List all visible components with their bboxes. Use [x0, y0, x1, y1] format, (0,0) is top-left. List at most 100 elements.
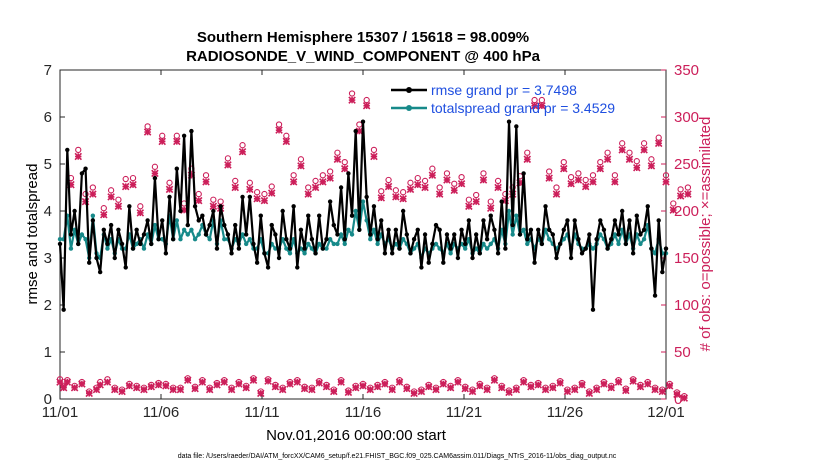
rmse-point	[481, 218, 486, 223]
rmse-point	[192, 204, 198, 209]
rmse-point	[163, 251, 169, 256]
totalspread-point	[616, 241, 621, 247]
rmse-point	[207, 222, 212, 228]
obs-assimilated-point	[534, 381, 542, 389]
totalspread-point	[546, 237, 552, 242]
obs-assimilated-point	[162, 382, 170, 390]
obs-possible-point	[684, 184, 692, 191]
rmse-point	[488, 213, 493, 218]
obs-possible-point	[202, 172, 210, 179]
obs-assimilated-point	[308, 385, 316, 394]
obs-assimilated-point	[479, 176, 488, 184]
obs-possible-point	[487, 198, 494, 205]
obs-assimilated-point	[362, 101, 371, 110]
obs-possible-point	[473, 191, 480, 199]
obs-assimilated-point	[289, 178, 298, 186]
rmse-point	[426, 260, 431, 265]
rmse-point	[382, 251, 388, 256]
rmse-point	[419, 265, 424, 270]
rmse-point	[663, 246, 669, 251]
rmse-point	[452, 232, 457, 237]
obs-assimilated-point	[596, 164, 605, 173]
totalspread-point	[400, 237, 406, 242]
obs-possible-point	[268, 183, 275, 190]
totalspread-point	[514, 213, 519, 218]
obs-possible-point	[436, 184, 443, 191]
obs-assimilated-point	[549, 383, 557, 392]
rmse-point	[473, 232, 479, 237]
obs-possible-point	[443, 170, 451, 177]
obs-assimilated-point	[684, 190, 692, 198]
rmse-point	[335, 232, 340, 237]
obs-assimilated-point	[465, 202, 473, 211]
obs-assimilated-point	[129, 180, 137, 189]
obs-assimilated-point	[505, 388, 513, 397]
legend-spread-label: totalspread grand pr = 3.4529	[431, 100, 615, 116]
y-left-tick-label: 2	[44, 297, 52, 314]
rmse-point	[262, 251, 267, 256]
obs-assimilated-point	[399, 195, 407, 203]
rmse-point	[302, 246, 307, 251]
obs-assimilated-point	[231, 183, 239, 192]
rmse-point	[652, 293, 658, 298]
rmse-point	[495, 251, 501, 256]
obs-assimilated-point	[319, 178, 327, 186]
obs-possible-point	[611, 172, 619, 179]
totalspread-point	[488, 241, 493, 247]
obs-assimilated-point	[184, 376, 192, 384]
rmse-point	[108, 222, 114, 228]
obs-assimilated-point	[300, 384, 309, 393]
rmse-point	[499, 199, 504, 204]
obs-assimilated-point	[56, 378, 64, 386]
rmse-point	[408, 251, 413, 256]
chart-title: Southern Hemisphere 15307 / 15618 = 98.0…	[197, 29, 529, 46]
rmse-point	[656, 218, 661, 223]
rmse-point	[521, 171, 526, 176]
rmse-point	[477, 251, 483, 256]
obs-assimilated-point	[264, 377, 272, 385]
obs-assimilated-point	[176, 385, 185, 394]
y-axis-left: 0 1 2 3 4 5 6 7	[44, 62, 65, 408]
totalspread-point	[90, 213, 96, 218]
obs-possible-point	[319, 172, 326, 179]
obs-assimilated-point	[242, 383, 250, 392]
totalspread-point	[484, 246, 490, 251]
totalspread-point	[302, 251, 307, 256]
y-right-tick-label: 100	[674, 297, 699, 314]
rmse-point	[149, 241, 154, 247]
obs-possible-point	[421, 177, 429, 185]
obs-possible-point	[648, 156, 655, 163]
obs-assimilated-point	[618, 146, 626, 154]
obs-assimilated-point	[669, 206, 678, 214]
obs-possible-point	[677, 186, 684, 193]
totalspread-point	[335, 241, 340, 247]
obs-assimilated-point	[443, 176, 451, 184]
totalspread-point	[243, 241, 249, 247]
rmse-point	[594, 237, 599, 242]
rmse-point	[112, 255, 117, 261]
totalspread-point	[83, 237, 88, 242]
obs-assimilated-point	[202, 178, 210, 186]
totalspread-point	[331, 241, 336, 247]
obs-assimilated-point	[344, 388, 353, 397]
totalspread-point	[433, 241, 439, 247]
totalspread-point	[506, 208, 512, 214]
obs-assimilated-point	[585, 389, 594, 398]
obs-possible-point	[290, 172, 297, 179]
rmse-point	[160, 218, 165, 223]
obs-assimilated-point	[381, 380, 389, 388]
x-axis-label: Nov.01,2016 00:00:00 start	[266, 427, 447, 444]
obs-possible-point	[640, 140, 648, 147]
y-left-tick-label: 7	[44, 62, 52, 79]
rmse-point	[368, 232, 373, 237]
obs-assimilated-point	[673, 390, 681, 399]
obs-possible-point	[239, 142, 246, 149]
rmse-point	[532, 260, 537, 265]
rmse-point	[470, 255, 475, 261]
x-tick-label: 12/01	[647, 404, 685, 421]
obs-assimilated-point	[224, 161, 232, 169]
rmse-point	[441, 260, 446, 265]
obs-assimilated-point	[282, 137, 291, 146]
rmse-point	[579, 251, 585, 256]
obs-possible-point	[429, 165, 436, 172]
